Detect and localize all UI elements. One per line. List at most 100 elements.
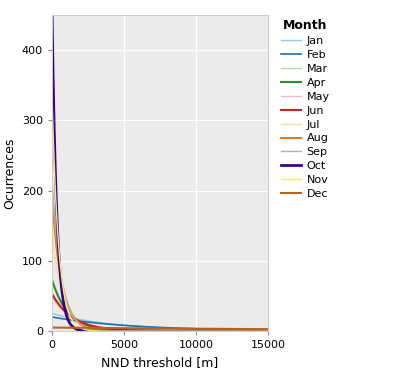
Nov [149, 329, 154, 333]
Line: Jan: Jan [52, 314, 268, 330]
Line: Jul: Jul [52, 236, 268, 331]
May [50, 295, 54, 299]
Aug [50, 194, 54, 198]
May [149, 328, 154, 333]
Dec [61, 326, 66, 330]
Oct [259, 329, 264, 333]
Sep [259, 329, 264, 333]
Aug [155, 329, 160, 333]
Sep [259, 329, 264, 333]
Mar [259, 329, 264, 333]
Jul [61, 294, 66, 298]
May [61, 308, 66, 313]
Feb [259, 328, 264, 332]
Apr [149, 329, 154, 333]
Nov [220, 329, 224, 333]
Nov [266, 329, 270, 333]
Apr [220, 329, 224, 333]
Aug [220, 329, 224, 333]
Mar [266, 329, 270, 333]
Jan [259, 328, 264, 333]
Line: Oct: Oct [52, 12, 268, 331]
Oct [61, 297, 66, 301]
Sep [149, 329, 154, 333]
Dec [259, 327, 264, 331]
Jun [220, 329, 224, 333]
Jun [61, 307, 66, 311]
Jan [149, 325, 154, 330]
Feb [266, 328, 270, 332]
Dec [155, 326, 160, 331]
Nov [61, 285, 66, 290]
Apr [259, 329, 264, 333]
Sep [61, 285, 66, 289]
Line: Jun: Jun [52, 294, 268, 331]
May [259, 329, 264, 333]
Jun [155, 328, 160, 333]
Apr [266, 329, 270, 333]
Jan [266, 328, 270, 333]
Line: Dec: Dec [52, 328, 268, 329]
Feb [220, 327, 224, 331]
Aug [149, 329, 154, 333]
Mar [155, 329, 160, 333]
Jan [259, 328, 264, 333]
Sep [220, 329, 224, 333]
Line: Mar: Mar [52, 280, 268, 331]
Dec [50, 326, 54, 330]
Jul [220, 329, 224, 333]
Aug [266, 329, 270, 333]
Jul [259, 329, 264, 333]
Jul [149, 329, 154, 333]
Jun [149, 328, 154, 333]
Dec [259, 327, 264, 331]
Sep [266, 329, 270, 333]
May [220, 329, 224, 333]
Legend: Jan, Feb, Mar, Apr, May, Jun, Jul, Aug, Sep, Oct, Nov, Dec: Jan, Feb, Mar, Apr, May, Jun, Jul, Aug, … [277, 15, 334, 203]
Jun [259, 329, 264, 333]
Sep [155, 329, 160, 333]
Nov [259, 329, 264, 333]
Jan [155, 326, 160, 330]
Nov [155, 329, 160, 333]
Feb [50, 315, 54, 319]
Mar [149, 329, 154, 333]
Mar [220, 329, 224, 333]
Jul [266, 329, 270, 333]
Aug [259, 329, 264, 333]
Y-axis label: Ocurrences: Ocurrences [3, 137, 16, 209]
Oct [149, 329, 154, 333]
X-axis label: NND threshold [m]: NND threshold [m] [101, 356, 219, 369]
Jun [259, 329, 264, 333]
Oct [155, 329, 160, 333]
Line: Feb: Feb [52, 317, 268, 330]
Dec [266, 327, 270, 331]
Line: May: May [52, 297, 268, 331]
Jan [50, 311, 54, 316]
Dec [149, 326, 154, 331]
Nov [259, 329, 264, 333]
Sep [50, 178, 54, 182]
Jul [50, 234, 54, 238]
Mar [50, 278, 54, 283]
Feb [155, 325, 160, 330]
Line: Apr: Apr [52, 280, 268, 331]
Line: Nov: Nov [52, 96, 268, 331]
Jul [259, 329, 264, 333]
Feb [61, 317, 66, 321]
Oct [50, 9, 54, 14]
Dec [220, 327, 224, 331]
Line: Aug: Aug [52, 196, 268, 331]
Apr [155, 329, 160, 333]
May [259, 329, 264, 333]
Jul [155, 329, 160, 333]
Mar [259, 329, 264, 333]
Oct [259, 329, 264, 333]
Aug [61, 286, 66, 291]
Jun [266, 329, 270, 333]
May [266, 329, 270, 333]
Apr [50, 278, 54, 282]
Jan [220, 327, 224, 332]
Mar [61, 302, 66, 307]
Oct [220, 329, 224, 333]
